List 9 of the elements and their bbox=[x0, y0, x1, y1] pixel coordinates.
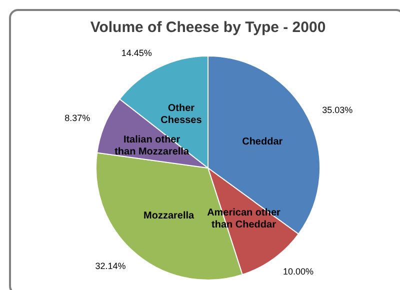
data-label: 35.03% bbox=[322, 105, 353, 116]
data-label: 10.00% bbox=[283, 266, 314, 277]
chart-title: Volume of Cheese by Type - 2000 bbox=[90, 19, 326, 36]
data-label: 32.14% bbox=[95, 261, 126, 272]
slice-label: Cheddar bbox=[242, 136, 283, 148]
slice-label: Other Chesses bbox=[160, 103, 202, 126]
data-label: 14.45% bbox=[121, 48, 152, 58]
slice-label: Mozzarella bbox=[144, 210, 195, 222]
data-label: 8.37% bbox=[64, 113, 90, 124]
